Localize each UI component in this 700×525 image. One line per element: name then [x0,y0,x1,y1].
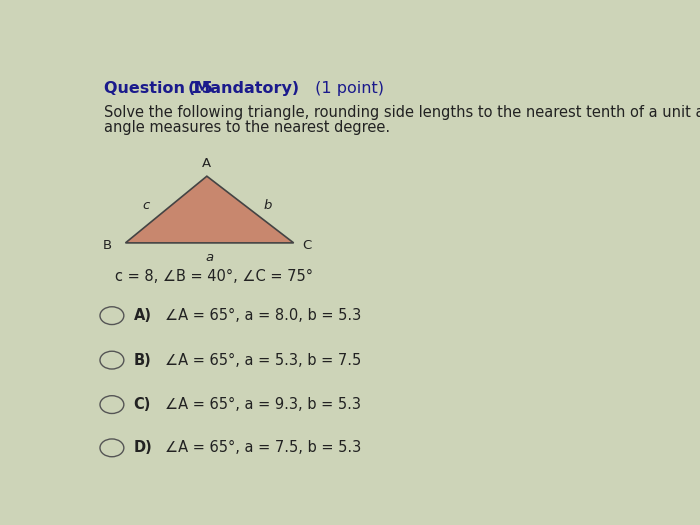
Text: B): B) [134,353,151,367]
Text: b: b [264,199,272,212]
Text: Solve the following triangle, rounding side lengths to the nearest tenth of a un: Solve the following triangle, rounding s… [104,106,700,120]
Text: c = 8, ∠B = 40°, ∠C = 75°: c = 8, ∠B = 40°, ∠C = 75° [115,269,313,284]
Text: (1 point): (1 point) [310,81,384,96]
Text: C: C [302,239,311,252]
Text: c: c [143,199,150,212]
Text: ∠A = 65°, a = 5.3, b = 7.5: ∠A = 65°, a = 5.3, b = 7.5 [164,353,360,367]
Text: B: B [103,239,112,252]
Text: ∠A = 65°, a = 8.0, b = 5.3: ∠A = 65°, a = 8.0, b = 5.3 [164,308,360,323]
Text: ∠A = 65°, a = 9.3, b = 5.3: ∠A = 65°, a = 9.3, b = 5.3 [164,397,360,412]
Text: D): D) [134,440,153,455]
Text: A): A) [134,308,152,323]
Text: ∠A = 65°, a = 7.5, b = 5.3: ∠A = 65°, a = 7.5, b = 5.3 [164,440,360,455]
Polygon shape [125,176,294,243]
Text: C): C) [134,397,151,412]
Text: a: a [206,251,214,264]
Text: (Mandatory): (Mandatory) [188,81,300,96]
Text: A: A [202,157,211,170]
Text: Question 15: Question 15 [104,81,218,96]
Text: angle measures to the nearest degree.: angle measures to the nearest degree. [104,120,390,135]
